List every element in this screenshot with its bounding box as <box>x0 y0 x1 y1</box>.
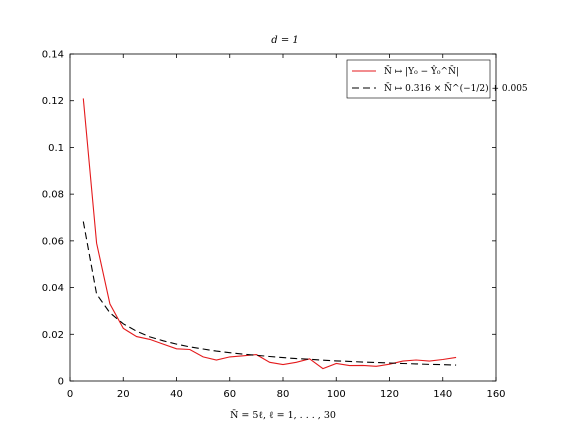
plot-frame <box>69 53 497 382</box>
x-axis: 0 20 40 60 80 100 120 140 160 <box>67 54 506 400</box>
y-tick-label: 0.02 <box>42 330 64 341</box>
x-axis-label: N̄ = 5ℓ, ℓ = 1, . . . , 30 <box>230 409 336 421</box>
series-line-1 <box>82 98 457 370</box>
series-line-2 <box>82 221 457 366</box>
x-tick-label: 20 <box>117 389 130 400</box>
y-tick-label: 0.1 <box>48 143 64 154</box>
y-tick-label: 0.12 <box>42 96 64 107</box>
legend-box <box>346 59 491 99</box>
x-tick-label: 0 <box>67 389 73 400</box>
x-tick-label: 100 <box>327 389 346 400</box>
x-tick-label: 120 <box>380 389 399 400</box>
x-tick-label: 160 <box>486 389 505 400</box>
x-tick-label: 40 <box>170 389 183 400</box>
series-layer <box>82 98 457 370</box>
y-tick-label: 0.04 <box>42 283 64 294</box>
y-tick-label: 0.14 <box>42 50 64 61</box>
chart-title: d = 1 <box>271 35 299 46</box>
legend-label-series-2: N̄ ↦ 0.316 × N̄^(−1/2) + 0.005 <box>384 82 528 94</box>
legend-label-series-1: N̄ ↦ |Y₀ − Ŷ₀^N̄| <box>384 65 459 77</box>
x-tick-label: 80 <box>277 389 290 400</box>
y-axis: 0 0.02 0.04 0.06 0.08 0.1 0.12 0.14 <box>42 50 496 388</box>
x-tick-label: 140 <box>433 389 452 400</box>
legend: N̄ ↦ |Y₀ − Ŷ₀^N̄| N̄ ↦ 0.316 × N̄^(−1/2)… <box>346 59 528 99</box>
y-tick-label: 0 <box>58 377 64 388</box>
y-tick-label: 0.08 <box>42 190 64 201</box>
y-tick-label: 0.06 <box>42 236 64 247</box>
x-tick-label: 60 <box>223 389 236 400</box>
